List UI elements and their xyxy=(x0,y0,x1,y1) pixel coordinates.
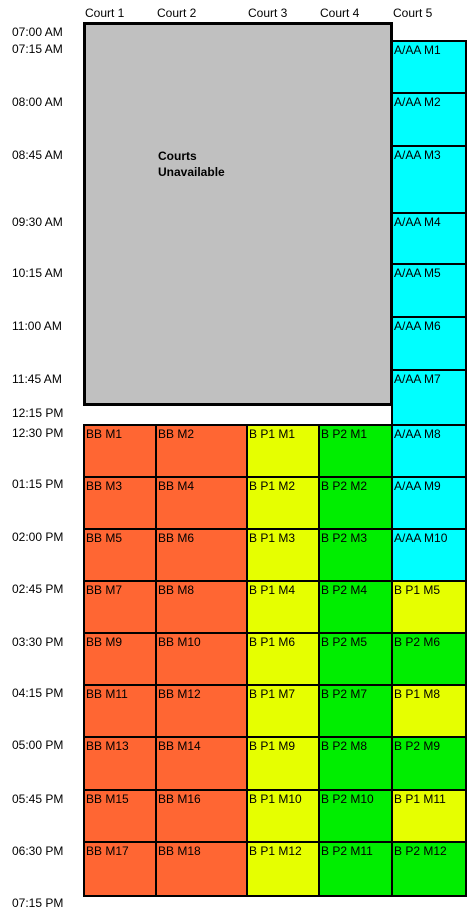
time-label: 12:30 PM xyxy=(12,426,64,440)
time-label: 07:15 AM xyxy=(12,42,63,56)
time-label: 10:15 AM xyxy=(12,266,63,280)
match-cell: BB M2 xyxy=(155,424,248,478)
match-cell-court5: B P2 M6 xyxy=(391,632,467,686)
match-cell: B P1 M3 xyxy=(246,528,320,582)
match-cell: BB M13 xyxy=(83,736,157,791)
match-cell-court5: B P2 M12 xyxy=(391,841,467,897)
time-label: 03:30 PM xyxy=(12,635,64,649)
match-cell-court5: B P1 M5 xyxy=(391,580,467,634)
court-header-1: Court 1 xyxy=(85,6,125,20)
match-cell-court5: A/AA M7 xyxy=(391,369,467,426)
match-cell-court5: B P1 M8 xyxy=(391,684,467,738)
court-header-2: Court 2 xyxy=(157,6,197,20)
match-cell-court5: A/AA M3 xyxy=(391,145,467,214)
match-cell: B P1 M6 xyxy=(246,632,320,686)
match-cell: BB M18 xyxy=(155,841,248,897)
match-cell: B P1 M1 xyxy=(246,424,320,478)
court-header-4: Court 4 xyxy=(320,6,360,20)
match-cell: B P2 M3 xyxy=(318,528,393,582)
match-cell: B P2 M4 xyxy=(318,580,393,634)
courts-unavailable-block: Courts Unavailable xyxy=(83,22,393,406)
match-cell: B P2 M8 xyxy=(318,736,393,791)
match-cell-court5: B P1 M11 xyxy=(391,789,467,843)
match-cell: B P2 M7 xyxy=(318,684,393,738)
match-cell: BB M14 xyxy=(155,736,248,791)
match-cell: BB M15 xyxy=(83,789,157,843)
match-cell: BB M7 xyxy=(83,580,157,634)
match-cell: B P2 M10 xyxy=(318,789,393,843)
match-cell-court5: A/AA M6 xyxy=(391,316,467,371)
match-cell: BB M16 xyxy=(155,789,248,843)
match-cell: B P2 M11 xyxy=(318,841,393,897)
match-cell: B P1 M7 xyxy=(246,684,320,738)
match-cell: B P2 M5 xyxy=(318,632,393,686)
courts-unavailable-label: Courts Unavailable xyxy=(158,149,225,179)
match-cell-court5: A/AA M1 xyxy=(391,40,467,94)
match-cell: B P1 M12 xyxy=(246,841,320,897)
time-label: 02:45 PM xyxy=(12,582,64,596)
match-cell: BB M3 xyxy=(83,476,157,530)
match-cell: B P1 M4 xyxy=(246,580,320,634)
match-cell-court5: A/AA M9 xyxy=(391,476,467,530)
time-label: 07:15 PM xyxy=(12,896,64,910)
match-cell: B P1 M9 xyxy=(246,736,320,791)
match-cell: B P2 M2 xyxy=(318,476,393,530)
time-label: 04:15 PM xyxy=(12,686,64,700)
court-header-3: Court 3 xyxy=(248,6,288,20)
time-label: 08:45 AM xyxy=(12,148,63,162)
match-cell: B P2 M1 xyxy=(318,424,393,478)
match-cell: BB M8 xyxy=(155,580,248,634)
time-label: 11:45 AM xyxy=(12,372,62,386)
match-cell: BB M6 xyxy=(155,528,248,582)
match-cell: BB M17 xyxy=(83,841,157,897)
match-cell-court5: A/AA M8 xyxy=(391,424,467,478)
match-cell: BB M5 xyxy=(83,528,157,582)
time-label: 05:45 PM xyxy=(12,792,64,806)
match-cell-court5: A/AA M4 xyxy=(391,212,467,265)
match-cell: BB M1 xyxy=(83,424,157,478)
time-label: 02:00 PM xyxy=(12,530,64,544)
time-label: 01:15 PM xyxy=(12,477,64,491)
match-cell-court5: A/AA M2 xyxy=(391,92,467,147)
match-cell: B P1 M10 xyxy=(246,789,320,843)
time-label: 09:30 AM xyxy=(12,215,63,229)
match-cell-court5: B P2 M9 xyxy=(391,736,467,791)
match-cell: BB M12 xyxy=(155,684,248,738)
match-cell: BB M4 xyxy=(155,476,248,530)
match-cell: BB M11 xyxy=(83,684,157,738)
match-cell-court5: A/AA M5 xyxy=(391,263,467,318)
time-label: 05:00 PM xyxy=(12,738,64,752)
time-label: 08:00 AM xyxy=(12,95,63,109)
time-label: 07:00 AM xyxy=(12,25,63,39)
court-header-5: Court 5 xyxy=(393,6,433,20)
match-cell: BB M10 xyxy=(155,632,248,686)
time-label: 12:15 PM xyxy=(12,406,64,420)
time-label: 06:30 PM xyxy=(12,844,64,858)
match-cell-court5: A/AA M10 xyxy=(391,528,467,582)
match-cell: BB M9 xyxy=(83,632,157,686)
time-label: 11:00 AM xyxy=(12,319,62,333)
match-cell: B P1 M2 xyxy=(246,476,320,530)
